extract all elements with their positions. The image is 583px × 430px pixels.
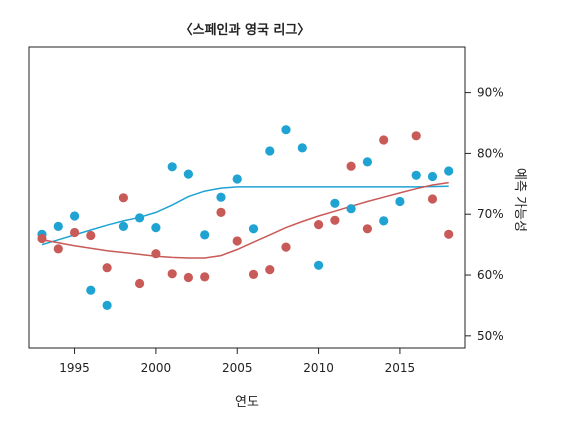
data-point-series-2: [427, 194, 438, 204]
data-point-series-1: [135, 213, 145, 223]
data-point-series-2: [37, 233, 47, 244]
data-point-series-1: [183, 169, 193, 179]
data-point-series-2: [118, 193, 128, 203]
data-point-series-1: [151, 223, 161, 233]
data-point-series-1: [232, 174, 242, 184]
data-point-series-1: [86, 285, 96, 295]
data-point-series-1: [70, 211, 80, 221]
y-axis-label-group: 예측 가능성: [512, 168, 527, 232]
data-point-series-2: [444, 229, 454, 239]
data-point-series-2: [86, 230, 96, 241]
data-point-series-1: [102, 300, 112, 310]
data-point-series-1: [330, 198, 340, 208]
y-tick-label: 70%: [477, 207, 504, 221]
data-point-series-2: [53, 244, 63, 254]
data-point-series-1: [167, 162, 177, 172]
data-point-series-1: [248, 224, 259, 234]
y-tick-label: 50%: [477, 329, 504, 343]
trend-lines: [41, 181, 449, 259]
data-point-series-2: [200, 272, 210, 282]
data-point-series-2: [135, 278, 145, 289]
data-point-series-2: [379, 135, 389, 145]
data-point-series-1: [118, 221, 128, 231]
data-point-series-1: [444, 166, 454, 176]
y-axis-label: 예측 가능성: [512, 168, 527, 232]
data-point-series-1: [314, 260, 324, 270]
y-tick-label: 60%: [477, 268, 504, 282]
data-point-series-1: [281, 125, 291, 135]
data-point-series-2: [265, 265, 275, 275]
data-point-series-2: [330, 215, 340, 225]
data-point-series-1: [362, 157, 372, 167]
x-tick-label: 2015: [385, 361, 416, 375]
data-point-series-2: [102, 263, 112, 273]
data-point-series-2: [70, 227, 80, 238]
data-point-series-1: [200, 230, 210, 240]
data-point-series-2: [183, 272, 193, 283]
data-point-series-1: [265, 146, 275, 156]
data-point-series-2: [314, 220, 324, 230]
data-point-series-2: [346, 161, 356, 171]
data-point-series-1: [216, 192, 226, 202]
y-axis: 50% 60% 70% 80% 90%: [465, 86, 504, 343]
plot-frame: [28, 46, 466, 349]
chart-title: 〈스페인과 영국 리그〉: [180, 22, 311, 38]
data-point-series-1: [427, 171, 438, 182]
data-point-series-2: [362, 224, 372, 234]
x-axis-label: 연도: [235, 395, 259, 410]
data-point-series-2: [411, 131, 421, 141]
data-points: [37, 125, 454, 310]
data-point-series-2: [248, 269, 259, 279]
data-point-series-2: [216, 207, 226, 217]
y-tick-label: 90%: [477, 86, 504, 100]
trend-line-2: [41, 181, 449, 259]
x-tick-label: 2010: [303, 361, 334, 375]
data-point-series-1: [395, 196, 405, 207]
data-point-series-1: [297, 143, 307, 153]
data-point-series-2: [232, 236, 242, 246]
data-point-series-2: [281, 242, 291, 252]
data-point-series-1: [411, 170, 421, 180]
data-point-series-1: [379, 216, 389, 226]
y-tick-label: 80%: [477, 146, 504, 160]
data-point-series-1: [53, 221, 63, 231]
x-axis: 1995 2000 2005 2010 2015: [59, 348, 415, 375]
data-point-series-1: [346, 204, 356, 214]
x-tick-label: 1995: [59, 361, 90, 375]
data-point-series-2: [151, 249, 161, 259]
x-tick-label: 2005: [222, 361, 253, 375]
data-point-series-2: [167, 269, 177, 279]
trend-line-1: [41, 185, 449, 246]
x-tick-label: 2000: [141, 361, 172, 375]
